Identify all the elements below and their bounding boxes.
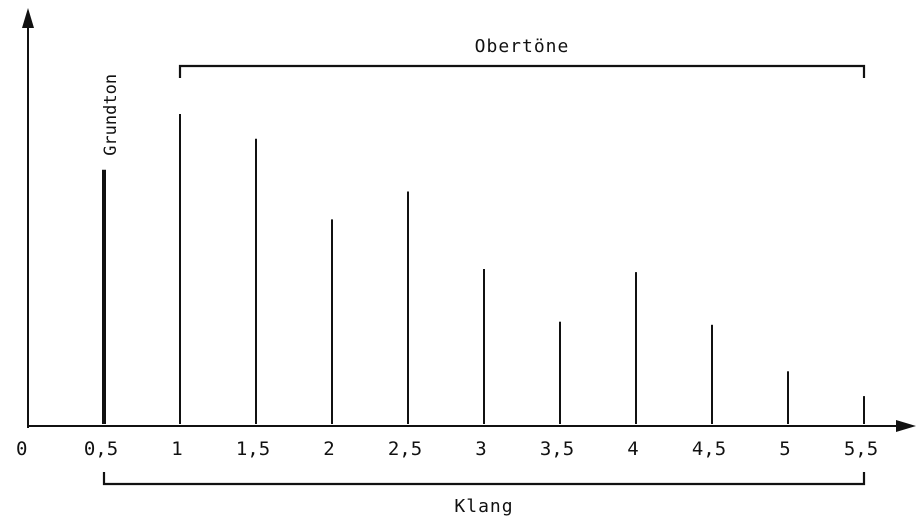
bars-group xyxy=(102,114,865,424)
overtones-label: Obertöne xyxy=(475,36,570,57)
x-tick-label: 5 xyxy=(779,438,790,460)
x-tick-label: 3,5 xyxy=(540,438,574,460)
x-tick-label: 3 xyxy=(475,438,486,460)
y-axis-arrowhead xyxy=(22,8,34,28)
overtones-bracket xyxy=(178,64,866,78)
x-tick-label: 2,5 xyxy=(388,438,422,460)
x-tick-label: 1,5 xyxy=(236,438,270,460)
x-tick-label: 2 xyxy=(323,438,334,460)
x-tick-label: 5,5 xyxy=(844,438,878,460)
brackets-group: Obertöne Klang Grundton xyxy=(101,36,866,517)
x-tick-label: 0 xyxy=(16,438,27,460)
x-axis-arrowhead xyxy=(896,420,916,432)
sound-label: Klang xyxy=(454,496,513,517)
x-tick-label: 4,5 xyxy=(692,438,726,460)
sound-bracket xyxy=(102,472,866,486)
x-tick-label: 0,5 xyxy=(84,438,118,460)
fundamental-label: Grundton xyxy=(101,74,121,156)
x-tick-label: 1 xyxy=(171,438,182,460)
x-tick-labels: 0 0,5 1 1,5 2 2,5 3 3,5 4 4,5 5 5,5 xyxy=(16,438,878,460)
x-tick-label: 4 xyxy=(627,438,638,460)
axes xyxy=(22,8,916,432)
